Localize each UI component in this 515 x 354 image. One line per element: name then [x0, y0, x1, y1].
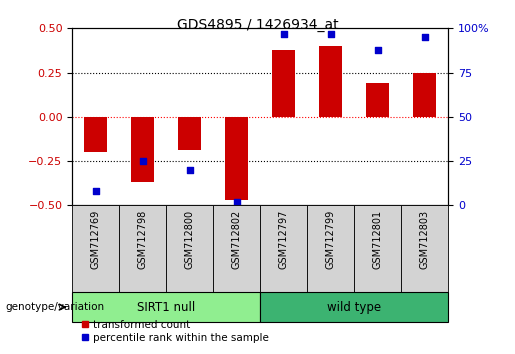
Text: GSM712798: GSM712798 [138, 210, 148, 269]
Bar [166, 205, 213, 292]
Bar [178, 117, 201, 150]
Point [420, 34, 428, 40]
Bar [131, 117, 154, 182]
Text: GDS4895 / 1426934_at: GDS4895 / 1426934_at [177, 18, 338, 32]
Text: GSM712800: GSM712800 [184, 210, 195, 269]
Point [232, 199, 241, 205]
Point [185, 167, 194, 173]
Bar [401, 205, 448, 292]
Text: genotype/variation: genotype/variation [5, 302, 104, 312]
Bar [225, 117, 248, 200]
Point [92, 188, 100, 194]
Text: SIRT1 null: SIRT1 null [137, 301, 195, 314]
Bar [307, 205, 354, 292]
Bar [119, 205, 166, 292]
Text: GSM712801: GSM712801 [372, 210, 383, 269]
Bar [354, 205, 401, 292]
Text: GSM712802: GSM712802 [232, 210, 242, 269]
Text: GSM712769: GSM712769 [91, 210, 100, 269]
Point [280, 31, 288, 36]
Text: GSM712797: GSM712797 [279, 210, 288, 269]
Text: wild type: wild type [327, 301, 381, 314]
Bar [272, 50, 295, 117]
Bar [413, 73, 436, 117]
Bar [72, 205, 119, 292]
Point [327, 31, 335, 36]
Bar [72, 292, 260, 322]
Legend: transformed count, percentile rank within the sample: transformed count, percentile rank withi… [77, 315, 273, 347]
Bar [319, 46, 342, 117]
Point [373, 47, 382, 52]
Bar [366, 83, 389, 117]
Bar [260, 205, 307, 292]
Point [139, 158, 147, 164]
Bar [260, 292, 448, 322]
Text: GSM712803: GSM712803 [420, 210, 430, 269]
Bar [84, 117, 107, 152]
Text: GSM712799: GSM712799 [325, 210, 336, 269]
Bar [213, 205, 260, 292]
